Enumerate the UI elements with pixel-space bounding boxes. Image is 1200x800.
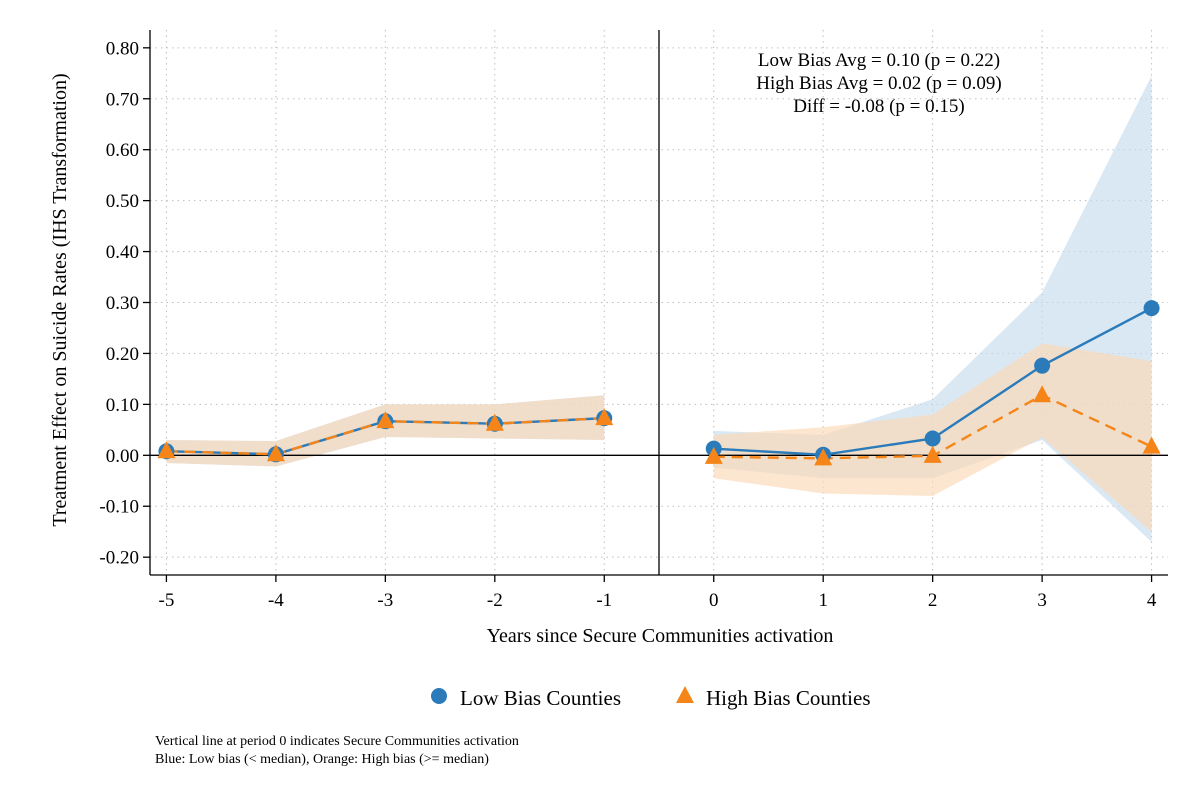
- point-high-bias-1: [266, 444, 285, 462]
- legend-marker-low-bias: [431, 688, 447, 704]
- y-axis-title: Treatment Effect on Suicide Rates (IHS T…: [49, 73, 71, 526]
- x-tick-label-1: -4: [268, 590, 284, 611]
- x-tick-label-0: -5: [159, 590, 175, 611]
- note-line-2: Blue: Low bias (< median), Orange: High …: [155, 752, 489, 767]
- series-markers: [157, 300, 1161, 466]
- y-tick-label-8: 0.60: [106, 140, 139, 161]
- x-tick-label-9: 4: [1147, 590, 1157, 611]
- y-tick-label-1: -0.10: [99, 497, 139, 518]
- point-high-bias-9: [1142, 436, 1161, 454]
- y-tick-label-3: 0.10: [106, 395, 139, 416]
- y-tick-label-5: 0.30: [106, 293, 139, 314]
- y-tick-label-9: 0.70: [106, 89, 139, 110]
- y-tick-label-10: 0.80: [106, 38, 139, 59]
- legend-marker-high-bias: [676, 686, 694, 703]
- point-high-bias-3: [485, 413, 504, 431]
- x-tick-label-2: -3: [377, 590, 393, 611]
- point-high-bias-6: [814, 448, 833, 466]
- point-low-bias-7: [924, 430, 941, 447]
- x-tick-label-7: 2: [928, 590, 938, 611]
- x-tick-label-4: -1: [596, 590, 612, 611]
- annotation-diff: Diff = -0.08 (p = 0.15): [793, 96, 964, 117]
- legend-label-low-bias: Low Bias Counties: [460, 686, 621, 710]
- x-axis-title: Years since Secure Communities activatio…: [487, 625, 834, 647]
- y-tick-label-0: -0.20: [99, 548, 139, 569]
- legend: Low Bias Counties High Bias Counties: [431, 686, 871, 710]
- y-tick-label-7: 0.50: [106, 191, 139, 212]
- point-high-bias-2: [376, 411, 395, 429]
- annotation-box: Low Bias Avg = 0.10 (p = 0.22) High Bias…: [756, 50, 1001, 117]
- x-tick-label-8: 3: [1037, 590, 1047, 611]
- axes: -0.20 -0.10 0.00 0.10 0.20 0.30 0.40 0.50 0.60 0.…: [99, 30, 1168, 611]
- annotation-high-bias: High Bias Avg = 0.02 (p = 0.09): [756, 73, 1001, 94]
- reference-lines: [150, 30, 1168, 575]
- y-tick-label-2: 0.00: [106, 446, 139, 467]
- annotation-low-bias: Low Bias Avg = 0.10 (p = 0.22): [758, 50, 1000, 71]
- point-low-bias-9: [1143, 300, 1160, 317]
- y-tick-label-4: 0.20: [106, 344, 139, 365]
- point-high-bias-0: [157, 441, 176, 459]
- point-high-bias-8: [1033, 385, 1052, 403]
- point-high-bias-7: [923, 445, 942, 463]
- chart-notes: Vertical line at period 0 indicates Secu…: [155, 734, 519, 767]
- point-high-bias-5: [704, 446, 723, 464]
- y-tick-label-6: 0.40: [106, 242, 139, 263]
- x-tick-label-5: 0: [709, 590, 719, 611]
- point-high-bias-4: [595, 408, 614, 426]
- note-line-1: Vertical line at period 0 indicates Secu…: [155, 734, 519, 749]
- point-low-bias-8: [1034, 357, 1051, 374]
- x-tick-label-6: 1: [818, 590, 828, 611]
- legend-label-high-bias: High Bias Counties: [706, 686, 871, 710]
- x-tick-label-3: -2: [487, 590, 503, 611]
